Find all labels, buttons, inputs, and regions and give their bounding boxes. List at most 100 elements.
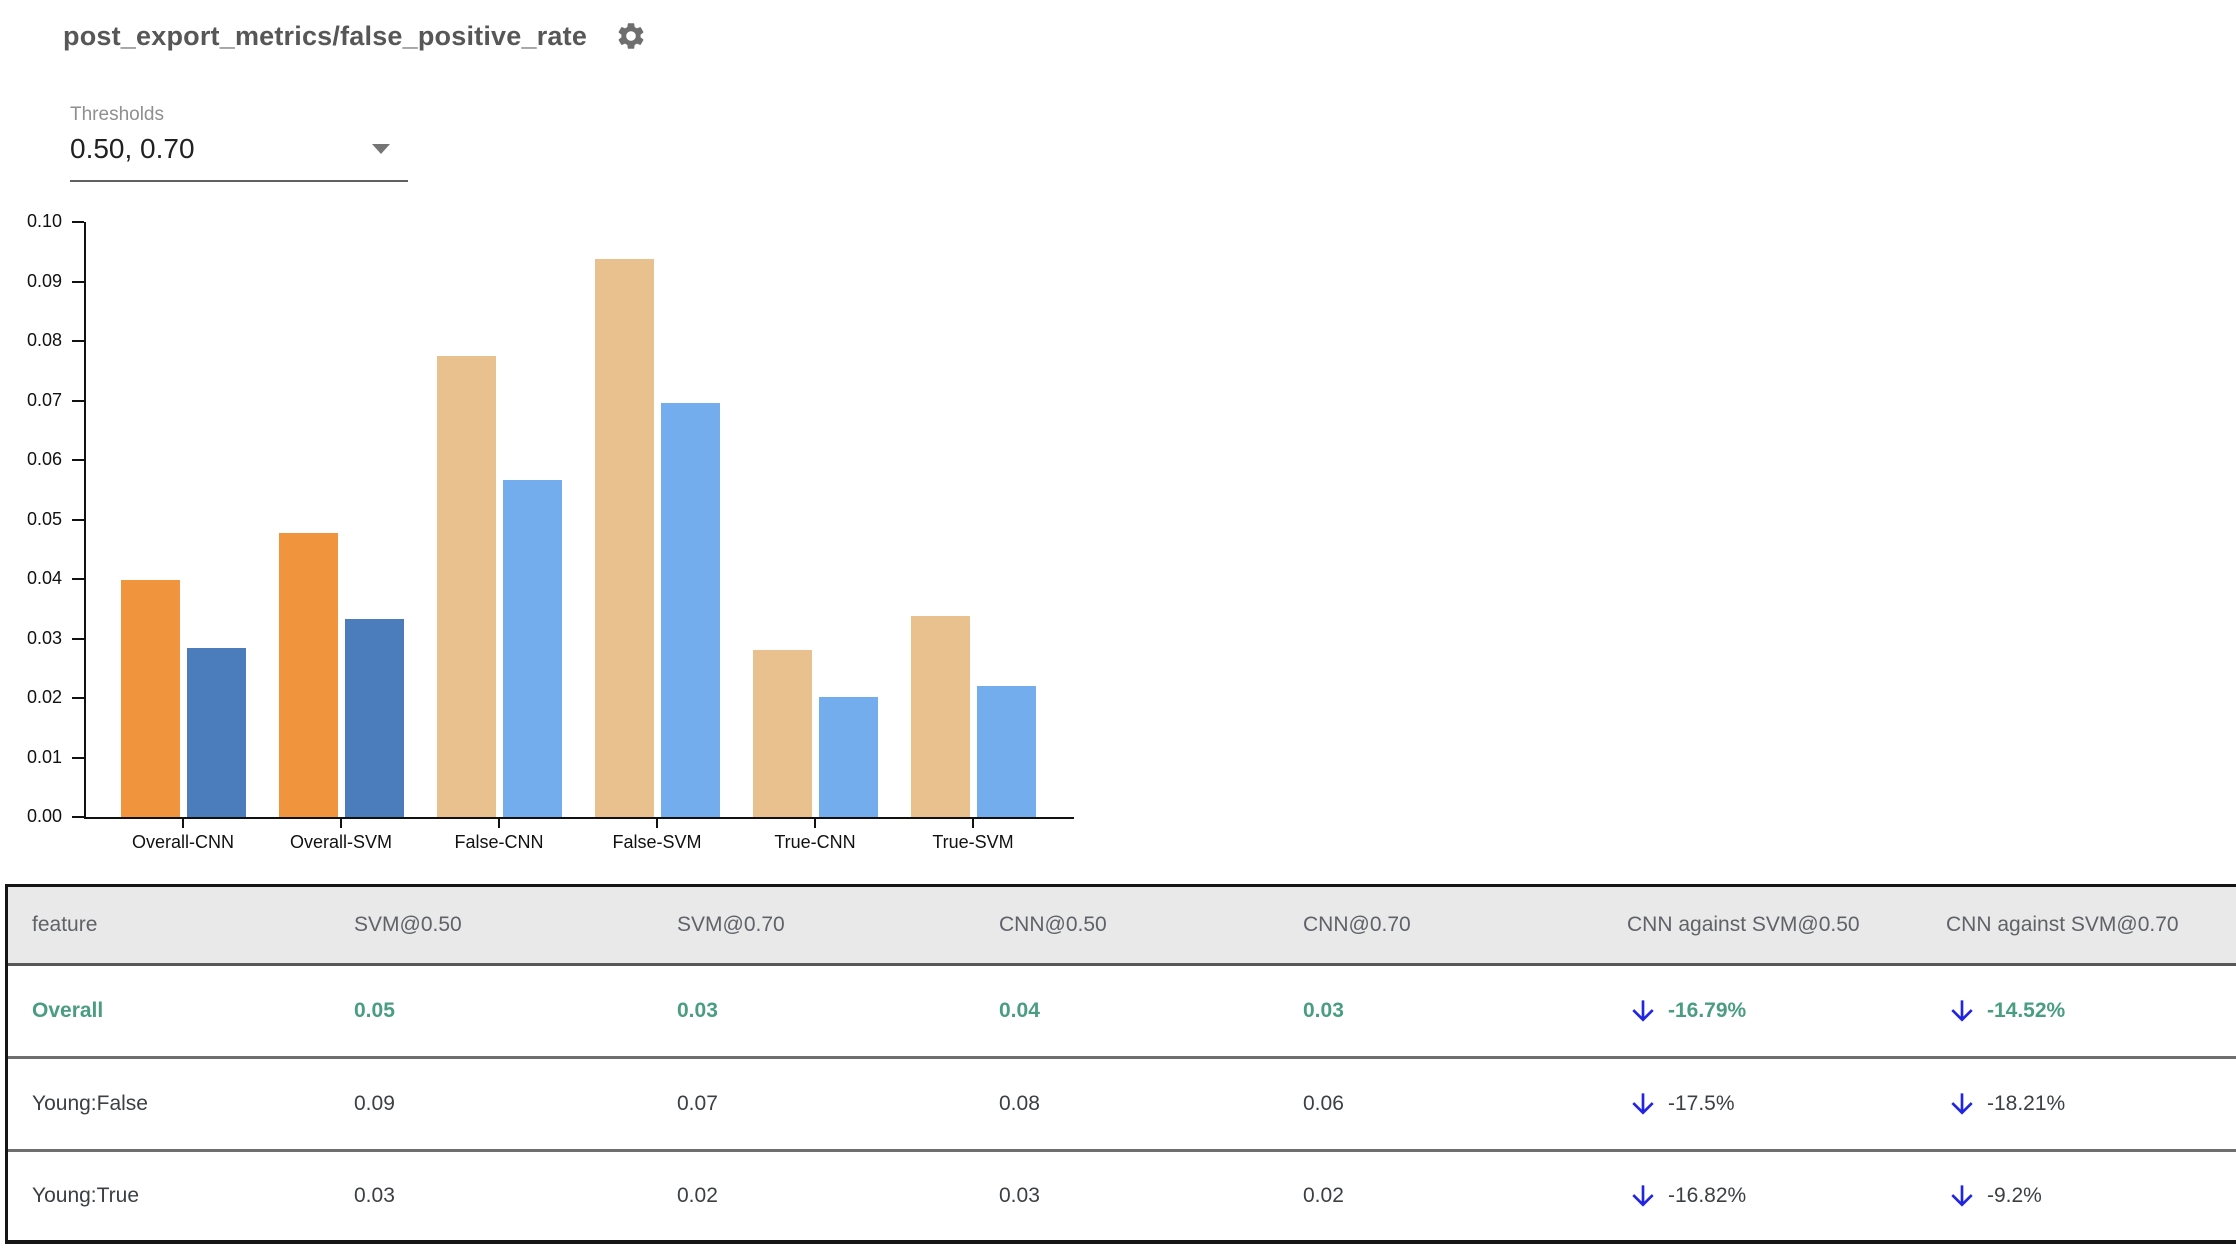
table-row-young-true: Young:True 0.03 0.02 0.03 0.02 -16.82% -… [8, 1152, 2236, 1240]
y-axis-tick-label: 0.08 [26, 330, 62, 350]
column-header-cnn-vs-svm-050: CNN against SVM@0.50 [1627, 913, 1860, 936]
delta-cell: -16.82% [1627, 1180, 1946, 1212]
arrow-down-icon [1627, 995, 1659, 1027]
column-header-feature: feature [32, 913, 98, 936]
y-axis-tick [72, 221, 84, 223]
arrow-down-icon [1946, 995, 1978, 1027]
metrics-table: feature SVM@0.50 SVM@0.70 CNN@0.50 CNN@0… [5, 884, 2236, 1244]
delta-value: -17.5% [1668, 1092, 1735, 1115]
chart-bar-Overall-SVM-0.50[interactable] [278, 533, 338, 817]
arrow-down-icon [1946, 1180, 1978, 1212]
dropdown-arrow-icon[interactable] [372, 144, 390, 154]
metric-value: 0.02 [1303, 1184, 1344, 1207]
table-header-row: feature SVM@0.50 SVM@0.70 CNN@0.50 CNN@0… [8, 887, 2236, 966]
feature-name: Young:False [32, 1092, 148, 1115]
y-axis-tick [72, 399, 84, 402]
delta-cell: -18.21% [1946, 1088, 2236, 1120]
column-header-svm-050: SVM@0.50 [354, 913, 462, 936]
x-axis-line [84, 817, 1074, 819]
chart-bar-Overall-SVM-0.70[interactable] [344, 619, 404, 817]
arrow-down-icon [1946, 1088, 1978, 1120]
y-axis-tick-label: 0.06 [26, 449, 62, 469]
delta-value: -16.82% [1668, 1184, 1747, 1207]
y-axis-tick [72, 697, 84, 699]
chart-bar-Overall-CNN-0.50[interactable] [120, 580, 180, 817]
feature-name: Young:True [32, 1184, 140, 1207]
arrow-down-icon [1627, 1088, 1659, 1120]
x-axis-category-label: True-SVM [932, 832, 1014, 852]
arrow-down-icon [1627, 1180, 1659, 1212]
delta-cell: -14.52% [1946, 995, 2236, 1027]
thresholds-value: 0.50, 0.70 [70, 133, 195, 164]
chart-bar-False-CNN-0.70[interactable] [502, 480, 562, 817]
x-axis-tick [814, 819, 816, 828]
y-axis-tick [72, 340, 84, 342]
table-row-young-false: Young:False 0.09 0.07 0.08 0.06 -17.5% -… [8, 1059, 2236, 1152]
y-axis-tick-label: 0.04 [26, 568, 62, 588]
x-axis-category-label: True-CNN [774, 832, 856, 852]
thresholds-dropdown[interactable]: Thresholds 0.50, 0.70 [70, 104, 408, 182]
delta-cell: -17.5% [1627, 1088, 1946, 1120]
delta-value: -14.52% [1987, 999, 2066, 1022]
metric-value: 0.08 [999, 1092, 1040, 1115]
table-row-overall: Overall 0.05 0.03 0.04 0.03 -16.79% -14.… [8, 966, 2236, 1059]
x-axis-category-label: Overall-SVM [289, 832, 393, 852]
y-axis-tick [72, 518, 84, 521]
chart-bar-True-SVM-0.70[interactable] [976, 686, 1036, 817]
y-axis-tick [72, 637, 84, 640]
y-axis-line [84, 222, 86, 819]
chart-bar-True-CNN-0.50[interactable] [752, 650, 812, 817]
delta-value: -9.2% [1987, 1184, 2042, 1207]
y-axis-tick-label: 0.05 [26, 508, 62, 529]
column-header-cnn-050: CNN@0.50 [999, 913, 1107, 936]
false-positive-rate-bar-chart: 0.00 0.01 0.02 0.03 0.04 0.05 0.06 0.07 0.08 0.09… [0, 200, 1120, 870]
delta-cell: -9.2% [1946, 1180, 2236, 1212]
x-axis-category-label: Overall-CNN [131, 832, 235, 852]
x-axis-tick [972, 819, 974, 828]
y-axis-tick-label: 0.10 [26, 211, 62, 231]
x-axis-tick [656, 819, 658, 828]
column-header-svm-070: SVM@0.70 [677, 913, 785, 936]
chart-bar-Overall-CNN-0.70[interactable] [186, 648, 246, 817]
delta-value: -16.79% [1668, 999, 1747, 1022]
metric-value: 0.03 [999, 1184, 1040, 1207]
y-axis-tick-label: 0.00 [26, 806, 62, 826]
chart-bar-True-CNN-0.70[interactable] [818, 697, 878, 817]
chart-bar-False-CNN-0.50[interactable] [436, 356, 496, 817]
column-header-cnn-vs-svm-070: CNN against SVM@0.70 [1946, 913, 2179, 936]
y-axis-tick [72, 756, 84, 759]
metric-value: 0.07 [677, 1092, 718, 1115]
x-axis-category-label: False-SVM [612, 832, 702, 852]
y-axis-tick-label: 0.02 [26, 687, 62, 707]
y-axis-tick [72, 816, 84, 818]
metric-value: 0.03 [1303, 999, 1344, 1022]
y-axis-tick-label: 0.07 [26, 389, 62, 410]
x-axis-tick [498, 819, 500, 828]
x-axis-category-label: False-CNN [454, 832, 544, 852]
chart-bar-False-SVM-0.50[interactable] [594, 259, 654, 817]
metric-value: 0.03 [677, 999, 718, 1022]
y-axis-tick-label: 0.01 [26, 746, 62, 767]
thresholds-label: Thresholds [70, 104, 164, 125]
page-title: post_export_metrics/false_positive_rate [63, 20, 588, 51]
chart-bar-False-SVM-0.70[interactable] [660, 403, 720, 817]
delta-value: -18.21% [1987, 1092, 2066, 1115]
settings-gear-icon[interactable] [615, 20, 647, 52]
x-axis-tick [182, 819, 184, 828]
y-axis-tick [72, 280, 84, 283]
column-header-cnn-070: CNN@0.70 [1303, 913, 1411, 936]
metric-value: 0.03 [354, 1184, 395, 1207]
metric-value: 0.04 [999, 999, 1040, 1022]
y-axis-tick-label: 0.03 [26, 627, 62, 648]
x-axis-tick [340, 819, 342, 828]
metric-value: 0.05 [354, 999, 395, 1022]
chart-bar-True-SVM-0.50[interactable] [910, 616, 970, 817]
delta-cell: -16.79% [1627, 995, 1946, 1027]
y-axis-tick-label: 0.09 [26, 270, 62, 291]
metric-value: 0.09 [354, 1092, 395, 1115]
metric-header: post_export_metrics/false_positive_rate [63, 14, 647, 58]
metric-value: 0.06 [1303, 1092, 1344, 1115]
feature-name: Overall [32, 999, 104, 1022]
y-axis-tick [72, 578, 84, 580]
